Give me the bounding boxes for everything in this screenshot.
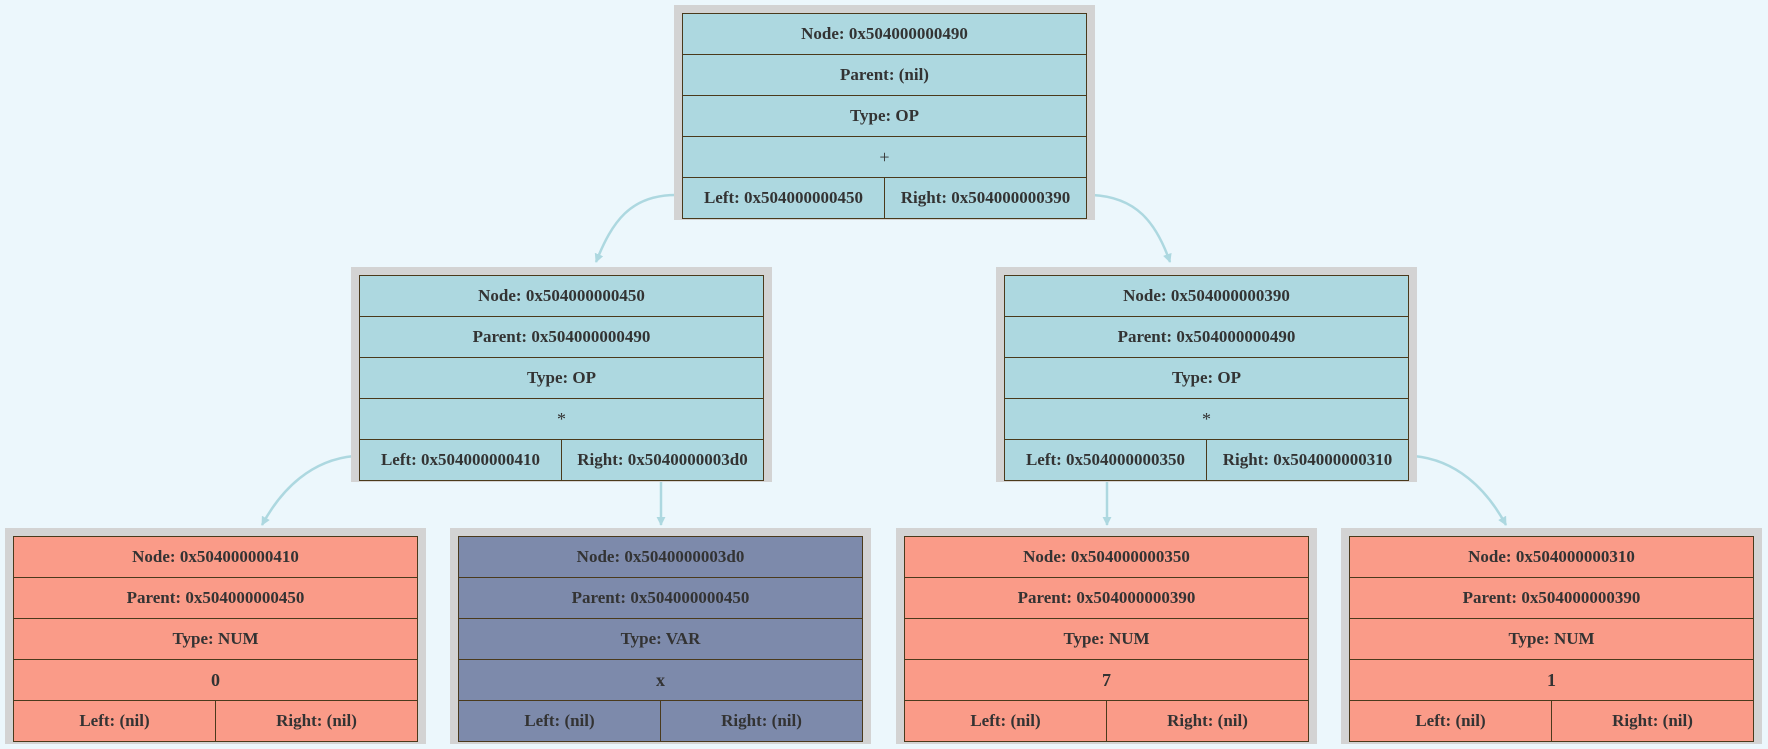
node-value: 1 — [1349, 659, 1754, 701]
node-right-pointer: Right: (nil) — [215, 700, 418, 742]
node-left-pointer: Left: (nil) — [1349, 700, 1552, 742]
node-left-pointer: Left: 0x504000000410 — [359, 439, 562, 481]
edge-490-to-390 — [1091, 193, 1172, 263]
node-address: Node: 0x504000000410 — [13, 536, 418, 578]
node-value: + — [682, 136, 1087, 178]
node-type: Type: NUM — [904, 618, 1309, 660]
edge-450-to-410 — [260, 454, 355, 526]
node-right-pointer: Right: (nil) — [1106, 700, 1309, 742]
node-left-pointer: Left: 0x504000000450 — [682, 177, 885, 219]
node-parent: Parent: 0x504000000450 — [13, 577, 418, 619]
node-value: 0 — [13, 659, 418, 701]
node-type: Type: OP — [1004, 357, 1409, 399]
node-value: x — [458, 659, 863, 701]
node-right-pointer: Right: (nil) — [660, 700, 863, 742]
node-left-pointer: Left: 0x504000000350 — [1004, 439, 1207, 481]
node-left-pointer: Left: (nil) — [904, 700, 1107, 742]
node-parent: Parent: 0x504000000490 — [1004, 316, 1409, 358]
node-value: 7 — [904, 659, 1309, 701]
node-right-pointer: Right: 0x504000000390 — [884, 177, 1087, 219]
node-address: Node: 0x504000000350 — [904, 536, 1309, 578]
node-type: Type: NUM — [1349, 618, 1754, 660]
node-parent: Parent: 0x504000000390 — [1349, 577, 1754, 619]
node-address: Node: 0x504000000490 — [682, 13, 1087, 55]
node-type: Type: OP — [682, 95, 1087, 137]
node-left-pointer: Left: (nil) — [458, 700, 661, 742]
node-right-pointer: Right: 0x504000000310 — [1206, 439, 1409, 481]
edge-390-to-310 — [1413, 454, 1508, 526]
node-value: * — [359, 398, 764, 440]
node-address: Node: 0x504000000310 — [1349, 536, 1754, 578]
node-address: Node: 0x504000000390 — [1004, 275, 1409, 317]
node-parent: Parent: 0x504000000450 — [458, 577, 863, 619]
node-right-pointer: Right: 0x5040000003d0 — [561, 439, 764, 481]
tree-node-450[interactable]: Node: 0x504000000450 Parent: 0x504000000… — [351, 267, 772, 482]
node-value: * — [1004, 398, 1409, 440]
node-left-pointer: Left: (nil) — [13, 700, 216, 742]
node-parent: Parent: (nil) — [682, 54, 1087, 96]
edge-490-to-450 — [594, 193, 677, 263]
tree-node-350[interactable]: Node: 0x504000000350 Parent: 0x504000000… — [896, 528, 1317, 744]
tree-node-310[interactable]: Node: 0x504000000310 Parent: 0x504000000… — [1341, 528, 1762, 744]
node-parent: Parent: 0x504000000390 — [904, 577, 1309, 619]
node-parent: Parent: 0x504000000490 — [359, 316, 764, 358]
node-type: Type: NUM — [13, 618, 418, 660]
node-address: Node: 0x5040000003d0 — [458, 536, 863, 578]
node-type: Type: OP — [359, 357, 764, 399]
node-type: Type: VAR — [458, 618, 863, 660]
tree-node-410[interactable]: Node: 0x504000000410 Parent: 0x504000000… — [5, 528, 426, 744]
tree-node-390[interactable]: Node: 0x504000000390 Parent: 0x504000000… — [996, 267, 1417, 482]
tree-node-root[interactable]: Node: 0x504000000490 Parent: (nil) Type:… — [674, 5, 1095, 220]
tree-node-3d0[interactable]: Node: 0x5040000003d0 Parent: 0x504000000… — [450, 528, 871, 744]
node-right-pointer: Right: (nil) — [1551, 700, 1754, 742]
node-address: Node: 0x504000000450 — [359, 275, 764, 317]
